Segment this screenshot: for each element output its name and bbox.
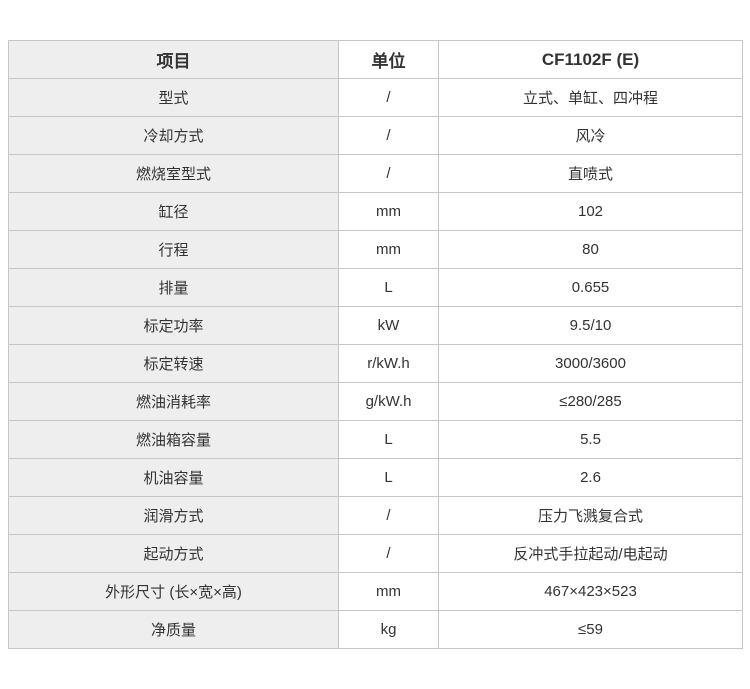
- row-label: 净质量: [8, 610, 339, 649]
- table-row: 标定功率 kW 9.5/10: [8, 306, 743, 345]
- table-row: 外形尺寸 (长×宽×高) mm 467×423×523: [8, 572, 743, 611]
- row-label: 行程: [8, 230, 339, 269]
- table-header-row: 项目 单位 CF1102F (E): [8, 40, 743, 79]
- row-label: 燃油箱容量: [8, 420, 339, 459]
- row-value: 80: [438, 230, 743, 269]
- table-row: 燃油箱容量 L 5.5: [8, 420, 743, 459]
- row-unit: L: [338, 268, 439, 307]
- row-value: 0.655: [438, 268, 743, 307]
- row-label: 润滑方式: [8, 496, 339, 535]
- row-value: 立式、单缸、四冲程: [438, 78, 743, 117]
- table-row: 机油容量 L 2.6: [8, 458, 743, 497]
- row-unit: g/kW.h: [338, 382, 439, 421]
- row-value: 3000/3600: [438, 344, 743, 383]
- row-unit: L: [338, 420, 439, 459]
- header-model: CF1102F (E): [438, 40, 743, 79]
- row-value: 直喷式: [438, 154, 743, 193]
- row-value: 压力飞溅复合式: [438, 496, 743, 535]
- row-value: 467×423×523: [438, 572, 743, 611]
- row-value: 5.5: [438, 420, 743, 459]
- table-row: 润滑方式 / 压力飞溅复合式: [8, 496, 743, 535]
- row-value: 2.6: [438, 458, 743, 497]
- row-unit: mm: [338, 192, 439, 231]
- row-label: 冷却方式: [8, 116, 339, 155]
- row-unit: /: [338, 78, 439, 117]
- row-value: ≤59: [438, 610, 743, 649]
- table-row: 净质量 kg ≤59: [8, 610, 743, 649]
- table-row: 行程 mm 80: [8, 230, 743, 269]
- row-label: 标定功率: [8, 306, 339, 345]
- row-value: ≤280/285: [438, 382, 743, 421]
- row-label: 燃油消耗率: [8, 382, 339, 421]
- row-label: 标定转速: [8, 344, 339, 383]
- row-label: 型式: [8, 78, 339, 117]
- table-row: 燃烧室型式 / 直喷式: [8, 154, 743, 193]
- row-label: 排量: [8, 268, 339, 307]
- row-unit: r/kW.h: [338, 344, 439, 383]
- row-label: 机油容量: [8, 458, 339, 497]
- table-row: 冷却方式 / 风冷: [8, 116, 743, 155]
- table-row: 型式 / 立式、单缸、四冲程: [8, 78, 743, 117]
- row-unit: mm: [338, 572, 439, 611]
- table-row: 起动方式 / 反冲式手拉起动/电起动: [8, 534, 743, 573]
- header-unit: 单位: [338, 40, 439, 79]
- row-label: 起动方式: [8, 534, 339, 573]
- row-unit: mm: [338, 230, 439, 269]
- table-row: 缸径 mm 102: [8, 192, 743, 231]
- row-label: 缸径: [8, 192, 339, 231]
- row-unit: /: [338, 496, 439, 535]
- row-unit: /: [338, 534, 439, 573]
- row-value: 风冷: [438, 116, 743, 155]
- row-value: 9.5/10: [438, 306, 743, 345]
- row-unit: /: [338, 154, 439, 193]
- row-unit: kW: [338, 306, 439, 345]
- row-unit: L: [338, 458, 439, 497]
- row-value: 反冲式手拉起动/电起动: [438, 534, 743, 573]
- header-item: 项目: [8, 40, 339, 79]
- table-row: 标定转速 r/kW.h 3000/3600: [8, 344, 743, 383]
- spec-table: 项目 单位 CF1102F (E) 型式 / 立式、单缸、四冲程 冷却方式 / …: [8, 40, 743, 649]
- row-unit: kg: [338, 610, 439, 649]
- row-label: 外形尺寸 (长×宽×高): [8, 572, 339, 611]
- row-label: 燃烧室型式: [8, 154, 339, 193]
- table-row: 燃油消耗率 g/kW.h ≤280/285: [8, 382, 743, 421]
- row-value: 102: [438, 192, 743, 231]
- row-unit: /: [338, 116, 439, 155]
- table-row: 排量 L 0.655: [8, 268, 743, 307]
